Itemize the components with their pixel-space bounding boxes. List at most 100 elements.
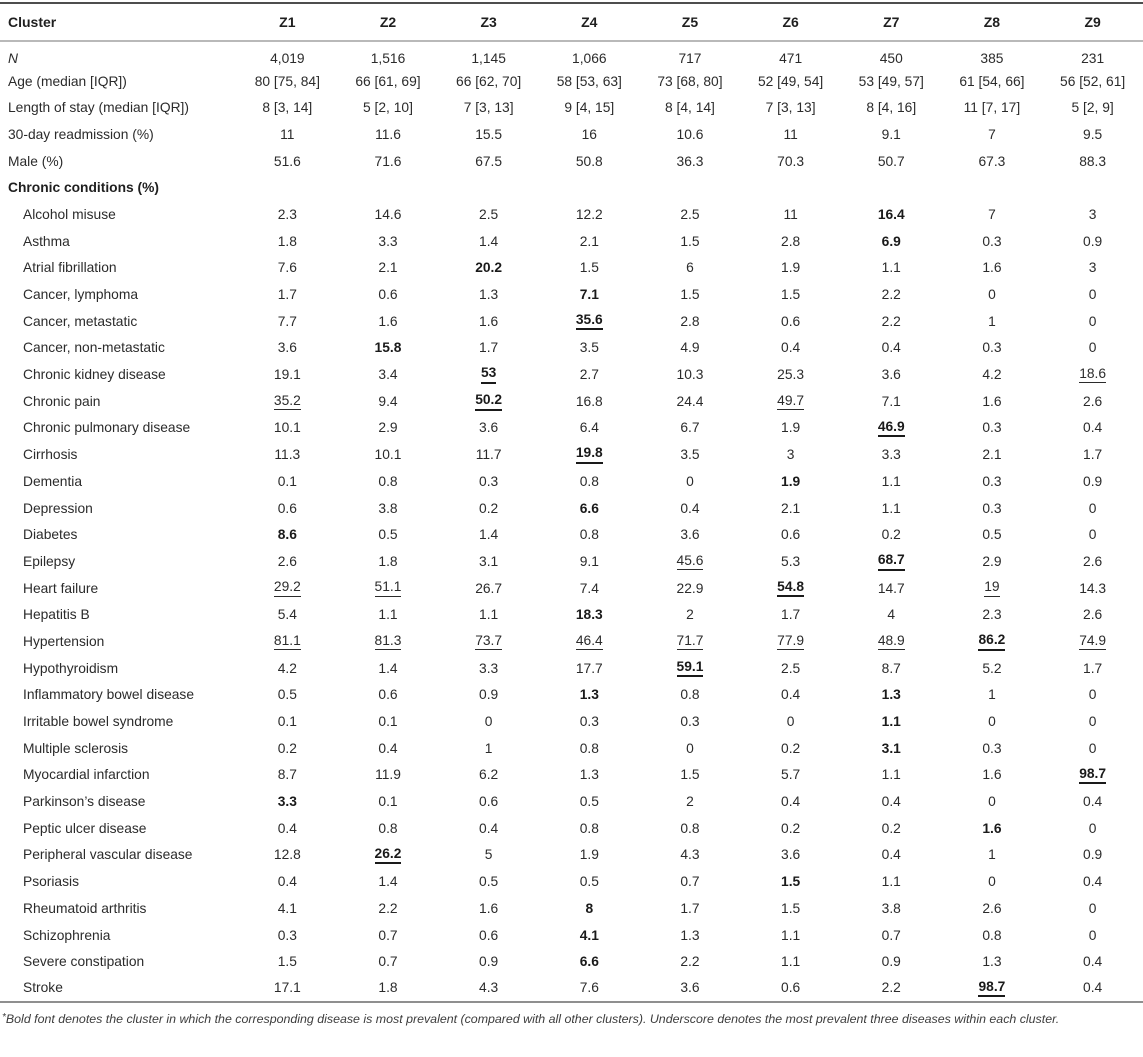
cell-value-bold: 16.4 <box>877 206 905 222</box>
cell-value-underlined: 18.6 <box>1079 366 1107 384</box>
row-label: Irritable bowel syndrome <box>23 714 174 730</box>
cell-z2: 1.6 <box>378 313 398 329</box>
table-body: N 4,019 1,516 1,145 1,066 717 471 450 385 231 Age … <box>0 41 1143 1002</box>
cell-z7: 0.4 <box>881 794 901 810</box>
cell-z1: 29.2 <box>237 575 338 602</box>
cell-z4: 0.8 <box>579 820 599 836</box>
cell-z8: 19 <box>942 575 1043 602</box>
cell-z2: 2.9 <box>378 420 398 436</box>
cell-z8: 0 <box>988 794 996 810</box>
cell-z7: 7.1 <box>881 393 901 409</box>
cell-value-bold: 4.1 <box>579 927 599 943</box>
cell-z2: 1.8 <box>378 553 398 569</box>
cell-value-bold: 8 <box>585 900 594 916</box>
column-header-z7: Z7 <box>840 3 942 42</box>
cell-z7: 8 [4, 16] <box>866 100 917 116</box>
cell-z5: 0.4 <box>680 500 700 516</box>
condition-row: Peripheral vascular disease 12.8 26.2 5 1.9 4… <box>0 842 1143 869</box>
cell-z4: 8 <box>539 895 640 922</box>
cell-z7: 0.7 <box>881 927 901 943</box>
cell-z7: 48.9 <box>841 628 942 655</box>
cell-z3: 1.1 <box>479 607 499 623</box>
cell-z4: 1.9 <box>579 847 599 863</box>
cell-z9: 0 <box>1088 900 1097 916</box>
row-label: Heart failure <box>23 580 99 596</box>
cell-z8: 1 <box>988 687 996 703</box>
cell-z1: 0.3 <box>277 927 297 943</box>
row-label: Hepatitis B <box>23 607 90 623</box>
condition-row: Parkinson’s disease 3.3 0.1 0.6 0.5 2 0.4 0.4 0 0… <box>0 788 1143 815</box>
cell-z3: 0 <box>484 714 493 730</box>
cell-z2: 51.1 <box>338 575 439 602</box>
cell-z7: 0.2 <box>881 820 901 836</box>
condition-row: Stroke 17.1 1.8 4.3 7.6 3.6 0.6 2.2 98.7 0.4 <box>0 975 1143 1002</box>
cell-z1: 17.1 <box>273 980 301 996</box>
cell-z6: 2.1 <box>781 500 801 516</box>
cell-value-bold: 7.1 <box>579 287 599 303</box>
cell-z8: 385 <box>980 51 1004 67</box>
cell-z3: 53 <box>438 361 539 388</box>
condition-row: Cirrhosis 11.3 10.1 11.7 19.8 3.5 3 3.3 2.1 1.7 <box>0 441 1143 468</box>
cell-z1: 7.7 <box>277 313 297 329</box>
cell-z9: 231 <box>1081 51 1105 67</box>
cell-z2: 71.6 <box>374 153 402 169</box>
cell-value-bold: 3.3 <box>277 794 297 810</box>
cell-z8: 1.6 <box>982 260 1002 276</box>
cell-z2: 81.3 <box>338 628 439 655</box>
cell-z8: 0.3 <box>982 740 1002 756</box>
cell-z7: 6.9 <box>841 228 942 255</box>
cell-z3: 1 <box>484 740 493 756</box>
cell-z8: 1.6 <box>942 815 1043 842</box>
cell-z9: 0.4 <box>1083 874 1103 890</box>
cell-z6: 5.3 <box>781 553 801 569</box>
cell-z5: 24.4 <box>676 393 704 409</box>
cell-z5: 0.8 <box>680 820 700 836</box>
cell-value-bold: 1.3 <box>579 687 599 703</box>
cell-value-underlined: 74.9 <box>1079 633 1107 651</box>
cell-z8: 2.3 <box>982 607 1002 623</box>
cell-z5: 1.5 <box>680 233 700 249</box>
cell-z8: 2.9 <box>982 553 1002 569</box>
cell-z3: 20.2 <box>438 255 539 282</box>
cell-value-bold: 6.6 <box>579 954 599 970</box>
cell-value-bold: 1.1 <box>881 714 901 730</box>
cell-z6: 1.9 <box>781 420 801 436</box>
cell-z4: 7.4 <box>579 580 599 596</box>
cell-z2: 0.8 <box>378 473 398 489</box>
cell-z1: 51.6 <box>273 153 301 169</box>
cell-z6: 1.7 <box>781 607 801 623</box>
cell-z6: 25.3 <box>777 367 805 383</box>
cell-z6: 1.5 <box>781 900 801 916</box>
condition-row: Alcohol misuse 2.3 14.6 2.5 12.2 2.5 11 16.4 7 3 <box>0 201 1143 228</box>
cell-z2: 5 [2, 10] <box>363 100 413 116</box>
cell-z3: 3.3 <box>479 660 499 676</box>
cell-z7: 1.1 <box>881 500 901 516</box>
cell-z4: 50.8 <box>575 153 603 169</box>
cell-z2: 0.1 <box>378 794 398 810</box>
column-header-z6: Z6 <box>740 3 841 42</box>
footnote-asterisk: * <box>2 1011 6 1023</box>
cell-z2: 0.4 <box>378 740 398 756</box>
cell-z1: 3.6 <box>277 340 297 356</box>
cell-z7: 53 [49, 57] <box>858 73 924 89</box>
cell-z5: 2.2 <box>680 954 700 970</box>
cell-z4: 0.8 <box>579 527 599 543</box>
cell-z7: 0.9 <box>881 954 901 970</box>
cell-z5: 0.3 <box>680 714 700 730</box>
cell-z8: 0 <box>988 714 996 730</box>
cell-z5: 22.9 <box>676 580 704 596</box>
cell-value-underlined: 51.1 <box>374 579 402 597</box>
cell-z8: 7 <box>988 126 996 142</box>
cell-z3: 1,145 <box>471 51 506 67</box>
cell-z9: 0 <box>1088 927 1097 943</box>
cell-z6: 0.6 <box>781 980 801 996</box>
cell-z9: 18.6 <box>1042 361 1143 388</box>
cell-z9: 74.9 <box>1042 628 1143 655</box>
cell-z5: 0.8 <box>680 687 700 703</box>
cell-z9: 2.6 <box>1083 393 1103 409</box>
cell-z4: 2.1 <box>579 233 599 249</box>
cell-z4: 1.3 <box>579 767 599 783</box>
cell-z6: 2.8 <box>781 233 801 249</box>
row-label: Diabetes <box>23 527 78 543</box>
cell-z1: 1.7 <box>277 287 297 303</box>
